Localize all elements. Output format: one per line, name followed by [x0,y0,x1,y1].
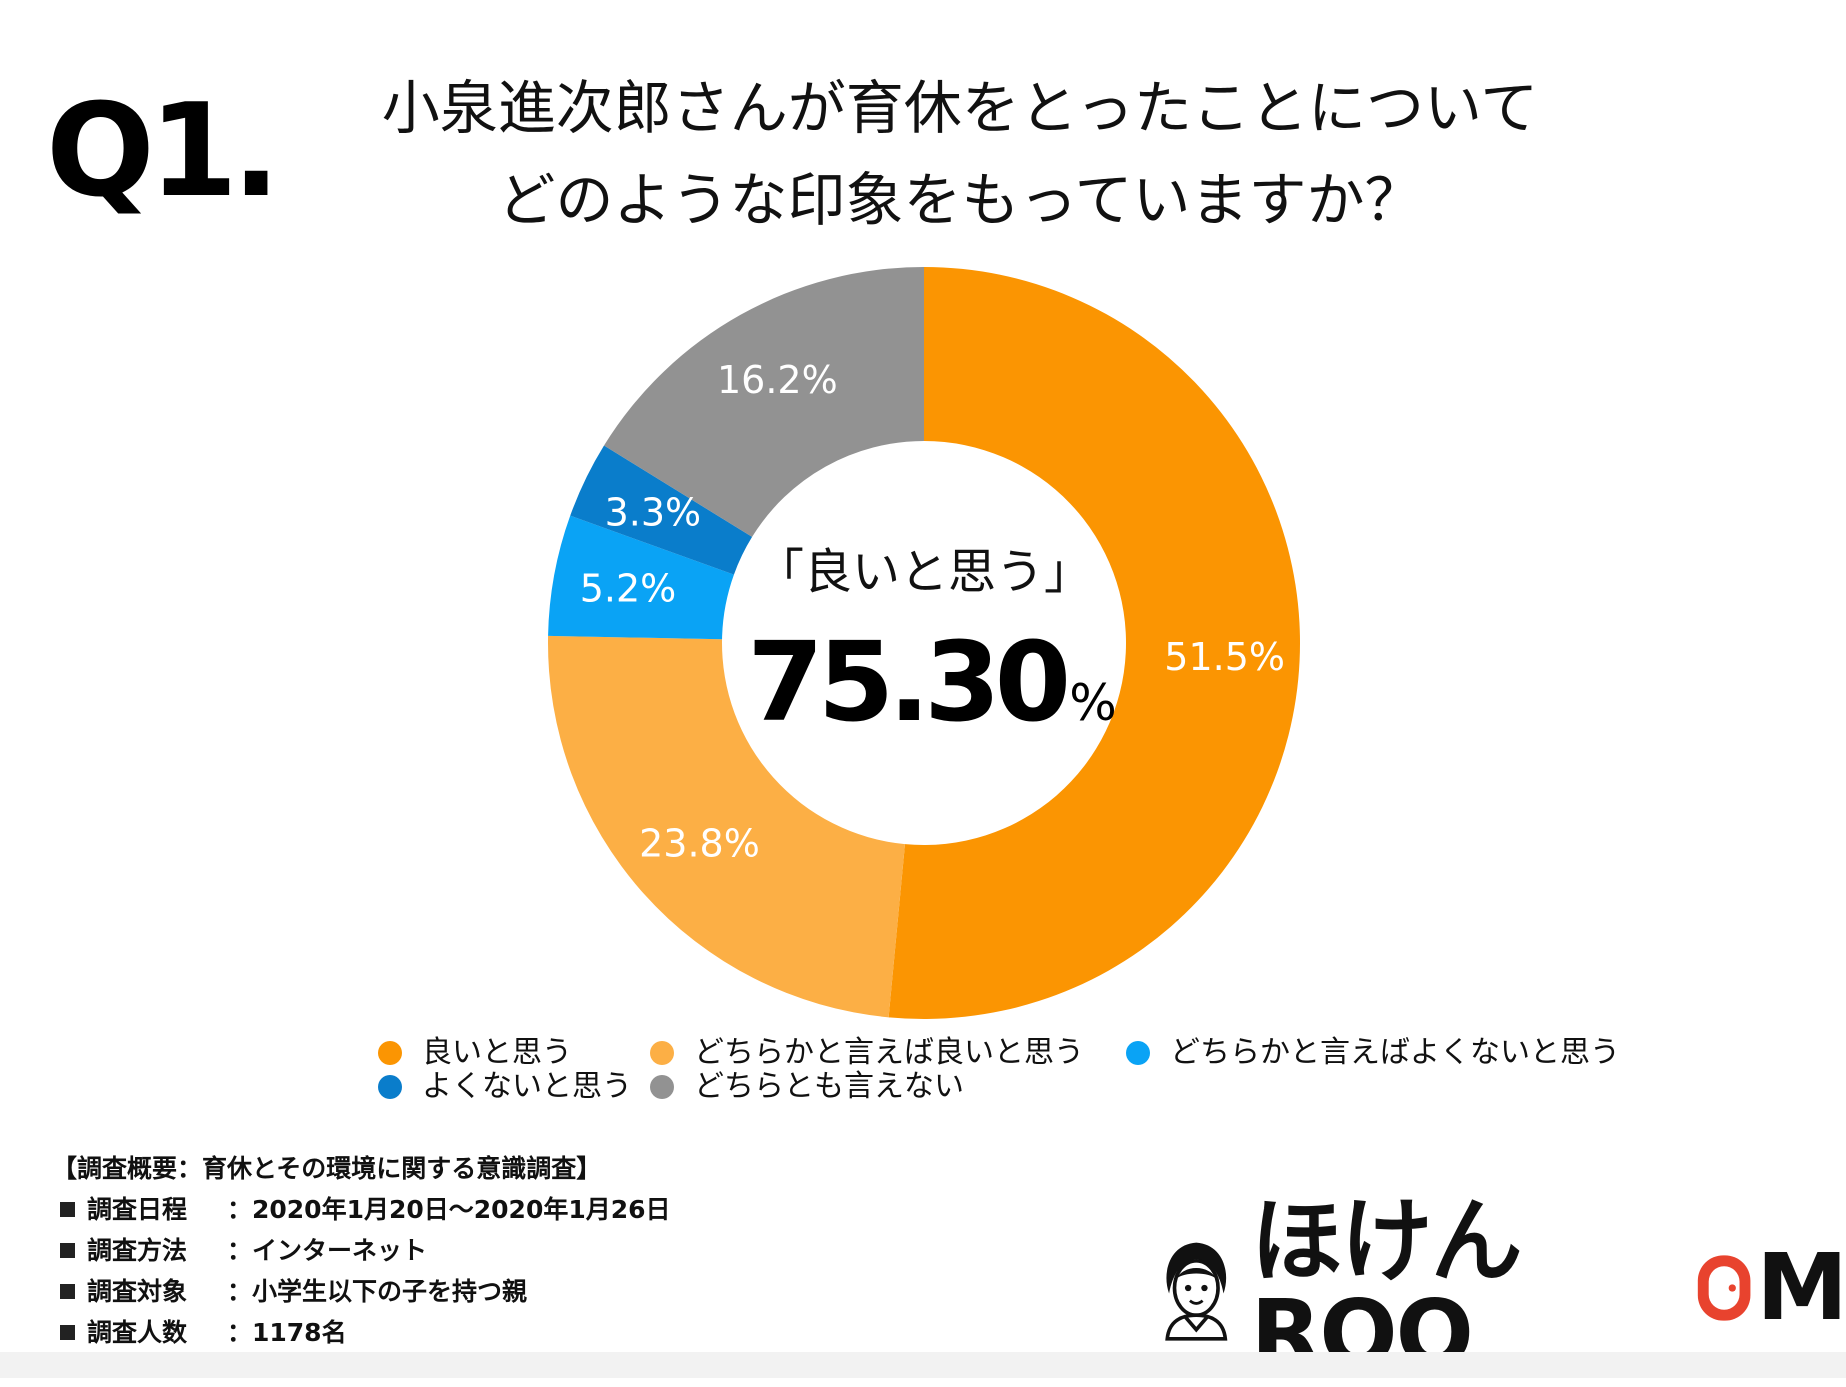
slice-labels: 51.5% 23.8% 5.2% 3.3% 16.2% [580,358,1285,865]
legend: 良いと思う どちらかと言えば良いと思う どちらかと言えばよくないと思う よくない… [372,1036,1620,1104]
logo-text-hira: ほけん [1250,1188,1523,1295]
survey-row-value: ：1178名 [227,1318,347,1347]
donut-slice [548,515,734,640]
legend-label: どちらかと言えば良いと思う [694,1035,1084,1070]
survey-row-label: 調査人数 [87,1318,188,1347]
slice-label: 23.8% [639,821,760,865]
center-value-unit: % [1069,674,1117,732]
survey-row-value: ：2020年1月20日〜2020年1月26日 [227,1195,671,1224]
bullet-square-icon [60,1325,75,1340]
question-number: Q1. [46,77,280,226]
legend-row-2: よくないと思う どちらとも言えない [372,1070,1620,1104]
survey-row: 調査方法 ：インターネット [52,1230,671,1271]
center-value-number: 75.30 [747,618,1066,746]
logo-door-o-icon [1698,1255,1751,1321]
survey-row-label: 調査日程 [87,1195,188,1224]
legend-item: どちらとも言えない [644,1070,1120,1104]
survey-row-label: 調査対象 [87,1277,188,1306]
slice-label: 5.2% [580,566,677,610]
title-line-2: どのような印象をもっていますか？ [497,166,1423,234]
footer-band [0,1352,1846,1378]
legend-item: どちらかと言えば良いと思う [644,1036,1120,1070]
legend-item: よくないと思う [372,1070,644,1104]
legend-dot-icon [378,1075,402,1099]
survey-row: 調査日程 ：2020年1月20日〜2020年1月26日 [52,1189,671,1230]
legend-row-1: 良いと思う どちらかと言えば良いと思う どちらかと言えばよくないと思う [372,1036,1620,1070]
mascot-icon [1165,1242,1228,1341]
legend-item: 良いと思う [372,1036,644,1070]
survey-row: 調査人数 ：1178名 [52,1312,671,1353]
legend-label: どちらとも言えない [694,1069,964,1104]
donut-slice [604,267,924,537]
legend-dot-icon [378,1041,402,1065]
legend-label: よくないと思う [422,1069,632,1104]
legend-label: 良いと思う [422,1035,572,1070]
bullet-square-icon [60,1243,75,1258]
survey-row-label: 調査方法 [87,1236,188,1265]
legend-item: どちらかと言えばよくないと思う [1120,1036,1620,1070]
logo-text-m: M [1756,1234,1846,1341]
survey-heading: 【調査概要：育休とその環境に関する意識調査】 [52,1154,602,1183]
legend-label: どちらかと言えばよくないと思う [1170,1035,1620,1070]
center-value: 75.30% [747,618,1116,746]
bullet-square-icon [60,1202,75,1217]
center-label: 「良いと思う」 [756,544,1092,600]
legend-dot-icon [650,1041,674,1065]
survey-row-value: ：小学生以下の子を持つ親 [227,1277,528,1306]
survey-summary: 【調査概要：育休とその環境に関する意識調査】 調査日程 ：2020年1月20日〜… [52,1148,671,1353]
slice-label: 3.3% [605,490,702,534]
legend-dot-icon [1126,1041,1150,1065]
donut-chart: 51.5% 23.8% 5.2% 3.3% 16.2% 「良いと思う」 75.30% [548,267,1301,1019]
chart-title: 小泉進次郎さんが育休をとったことについて どのような印象をもっていますか？ [300,62,1620,246]
legend-dot-icon [650,1075,674,1099]
donut-slice [888,267,1301,1019]
donut-slice [548,635,905,1018]
slice-label: 51.5% [1164,635,1285,679]
donut-slice [570,445,753,575]
slice-label: 16.2% [717,358,838,402]
title-line-1: 小泉進次郎さんが育休をとったことについて [381,74,1539,142]
donut-slices [548,267,1301,1019]
bullet-square-icon [60,1284,75,1299]
survey-row: 調査対象 ：小学生以下の子を持つ親 [52,1271,671,1312]
survey-row-value: ：インターネット [227,1236,428,1265]
